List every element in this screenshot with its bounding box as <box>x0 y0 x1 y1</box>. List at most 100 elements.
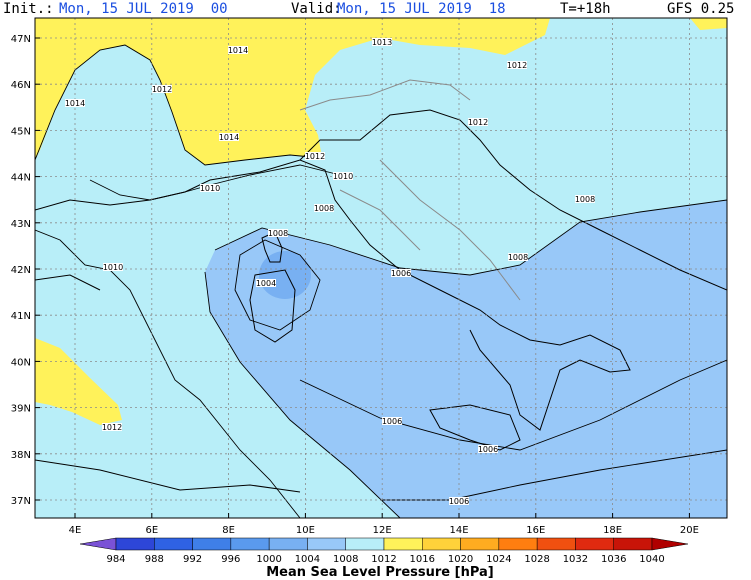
isobar-label: 1006 <box>382 417 402 426</box>
colorbar-swatch <box>422 537 461 551</box>
high-pressure-area <box>690 18 727 30</box>
colorbar-level: 984 <box>106 554 125 565</box>
isobar-label: 1013 <box>372 38 392 47</box>
isobar-label-bg <box>228 46 248 54</box>
isobar-label: 1014 <box>219 133 239 142</box>
low-center <box>259 251 311 299</box>
high-pressure-area <box>35 338 122 425</box>
colorbar-level: 992 <box>183 554 202 565</box>
colorbar-level: 1024 <box>486 554 511 565</box>
lon-label: 8E <box>222 525 235 536</box>
map-frame <box>34 17 728 519</box>
colorbar-swatch <box>536 537 576 551</box>
lat-label: 41N <box>11 311 31 322</box>
isobar-label: 1006 <box>391 269 411 278</box>
map <box>35 18 727 518</box>
isobar-label-bg <box>314 204 334 212</box>
isobar-label-bg <box>391 269 411 277</box>
colorbar-swatch <box>345 537 385 551</box>
colorbar-swatch <box>307 537 346 551</box>
isobar-label: 1006 <box>449 497 469 506</box>
colorbar-swatch <box>613 537 653 551</box>
isobar-label: 1012 <box>468 118 488 127</box>
lon-label: 20E <box>680 525 699 536</box>
colorbar-end <box>79 537 117 551</box>
lat-label: 46N <box>11 80 31 91</box>
lat-label: 38N <box>11 450 31 461</box>
colorbar-level: 988 <box>145 554 164 565</box>
colorbar-end <box>651 537 689 551</box>
colorbar-swatch <box>383 537 423 551</box>
colorbar-title: Mean Sea Level Pressure [hPa] <box>266 565 494 580</box>
isobar-label: 1010 <box>333 172 353 181</box>
graticule: 47N 46N 45N 44N 43N 42N 41N 40N 39N 38N 37N 4E 6E 8E 1… <box>11 18 727 536</box>
colorbar-swatch <box>154 537 193 551</box>
lat-label: 45N <box>11 126 31 137</box>
colorbar-level: 1008 <box>333 554 358 565</box>
isobar-label: 1008 <box>508 253 528 262</box>
valid-value: Mon, 15 JUL 2019 18 <box>337 1 506 17</box>
lon-label: 18E <box>603 525 622 536</box>
isobar-label-bg <box>65 99 85 107</box>
lat-label: 42N <box>11 265 31 276</box>
lon-label: 4E <box>69 525 82 536</box>
lat-label: 40N <box>11 357 31 368</box>
isobar-label: 1006 <box>478 445 498 454</box>
lon-label: 14E <box>449 525 468 536</box>
isobar-label-bg <box>478 445 498 453</box>
isobar-label-bg <box>219 133 239 141</box>
isobar-label-bg <box>575 195 595 203</box>
low-pressure-area <box>205 200 727 518</box>
isobar-label-bg <box>200 184 220 192</box>
isobar-label-bg <box>102 423 122 431</box>
lat-label: 47N <box>11 34 31 45</box>
init-label: Init.: <box>3 1 54 17</box>
isobar-labels: 1014 1013 1012 1014 1012 1014 1012 1010 1010 1008… <box>65 38 595 506</box>
colorbar-level: 1028 <box>524 554 549 565</box>
colorbar-swatch <box>192 537 232 551</box>
isobar-label-bg <box>507 61 527 69</box>
isobar-label: 1014 <box>228 46 248 55</box>
header: Init.: Mon, 15 JUL 2019 00 Valid: Mon, 1… <box>3 1 734 17</box>
isobar-label: 1008 <box>314 204 334 213</box>
isobar-label: 1008 <box>268 229 288 238</box>
isobar-label: 1008 <box>575 195 595 204</box>
borders <box>299 79 521 301</box>
colorbar-swatch <box>230 537 270 551</box>
lat-label: 43N <box>11 219 31 230</box>
isobar-label-bg <box>382 417 402 425</box>
colorbar-level: 1040 <box>639 554 664 565</box>
isobar-label-bg <box>449 497 469 505</box>
isobar-label: 1012 <box>152 85 172 94</box>
valid-label: Valid: <box>291 1 342 17</box>
colorbar-level: 1000 <box>256 554 281 565</box>
colorbar-swatch <box>115 537 155 551</box>
lat-label: 39N <box>11 404 31 415</box>
lon-label: 12E <box>373 525 392 536</box>
colorbar-swatch <box>460 537 500 551</box>
lead-time: T=+18h <box>560 1 611 17</box>
isobar-label-bg <box>103 263 123 271</box>
colorbar: Mean Sea Level Pressure [hPa] 984 988 992 9… <box>79 537 689 580</box>
model-name: GFS 0.25 <box>667 1 734 17</box>
isobar-label: 1010 <box>200 184 220 193</box>
colorbar-level: 1036 <box>601 554 626 565</box>
isobar-label-bg <box>152 85 172 93</box>
colorbar-swatch <box>268 537 308 551</box>
colorbar-level: 1020 <box>448 554 473 565</box>
isobar-label-bg <box>508 253 528 261</box>
isobar-label: 1012 <box>305 152 325 161</box>
isobar-label-bg <box>256 279 276 287</box>
isobar-label: 1012 <box>102 423 122 432</box>
colorbar-level: 996 <box>221 554 240 565</box>
lon-label: 10E <box>296 525 315 536</box>
colorbar-swatch <box>498 537 538 551</box>
isobar-label-bg <box>268 229 288 237</box>
colorbar-level: 1032 <box>563 554 588 565</box>
isobar-label-bg <box>372 38 392 46</box>
isobar-label: 1012 <box>507 61 527 70</box>
high-pressure-area <box>35 18 550 165</box>
isobar-label-bg <box>305 152 325 160</box>
lat-label: 44N <box>11 173 31 184</box>
